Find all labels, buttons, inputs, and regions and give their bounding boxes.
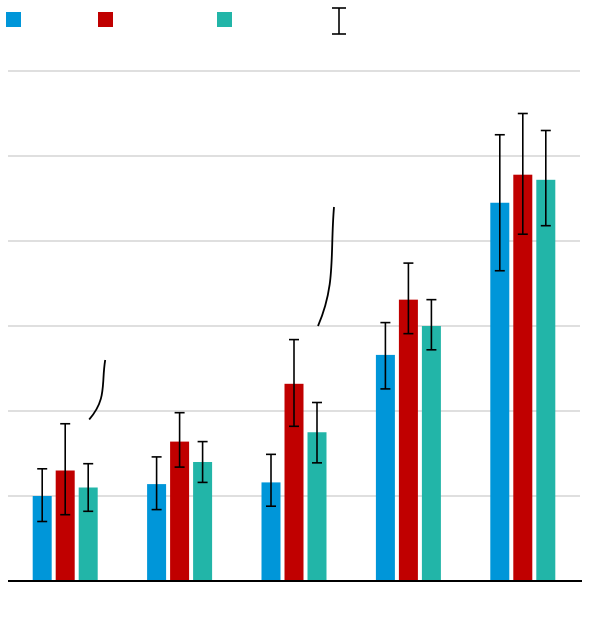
bar	[170, 441, 190, 581]
bar	[375, 354, 395, 581]
bar	[147, 484, 167, 581]
annotation-brace	[317, 206, 335, 327]
legend-swatch	[6, 12, 21, 27]
legend	[6, 7, 346, 35]
bars	[32, 174, 556, 582]
bar	[55, 470, 75, 581]
legend-swatch	[217, 12, 232, 27]
bar	[193, 462, 213, 581]
bar	[536, 179, 556, 582]
error-bars	[37, 112, 551, 523]
annotation-brace	[88, 359, 107, 421]
bar	[490, 202, 510, 581]
annotations	[88, 206, 335, 421]
bar	[513, 174, 533, 581]
bar	[284, 383, 304, 581]
bar	[307, 432, 327, 581]
bar	[261, 482, 281, 581]
bar	[398, 299, 418, 581]
bar	[421, 326, 441, 581]
bar	[32, 496, 52, 581]
legend-swatch	[98, 12, 113, 27]
